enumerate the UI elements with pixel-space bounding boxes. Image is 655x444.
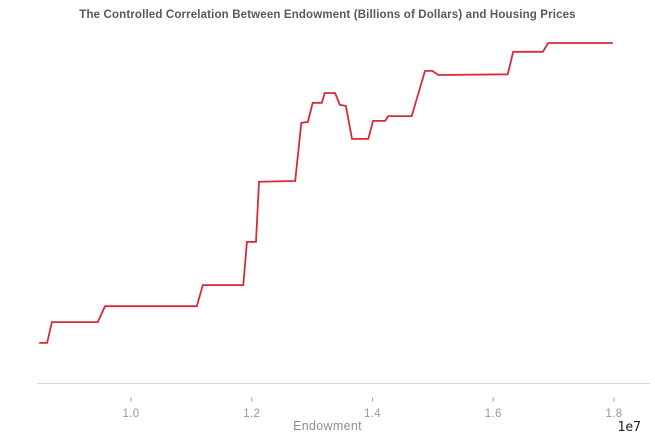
x-tick-label: 1.4 — [364, 408, 381, 420]
x-axis-label: Endowment — [293, 419, 362, 433]
x-tick-label: 1.0 — [123, 408, 140, 420]
x-tick-label: 1.6 — [485, 408, 502, 420]
price-line — [39, 42, 613, 344]
x-tick-label: 1.2 — [243, 408, 260, 420]
x-axis-ticks: 1.0 1.2 1.4 1.6 1.8 — [123, 397, 623, 420]
x-axis-offset-text: 1e7 — [617, 420, 641, 435]
x-tick-label: 1.8 — [606, 408, 623, 420]
chart-title: The Controlled Correlation Between Endow… — [79, 9, 576, 21]
